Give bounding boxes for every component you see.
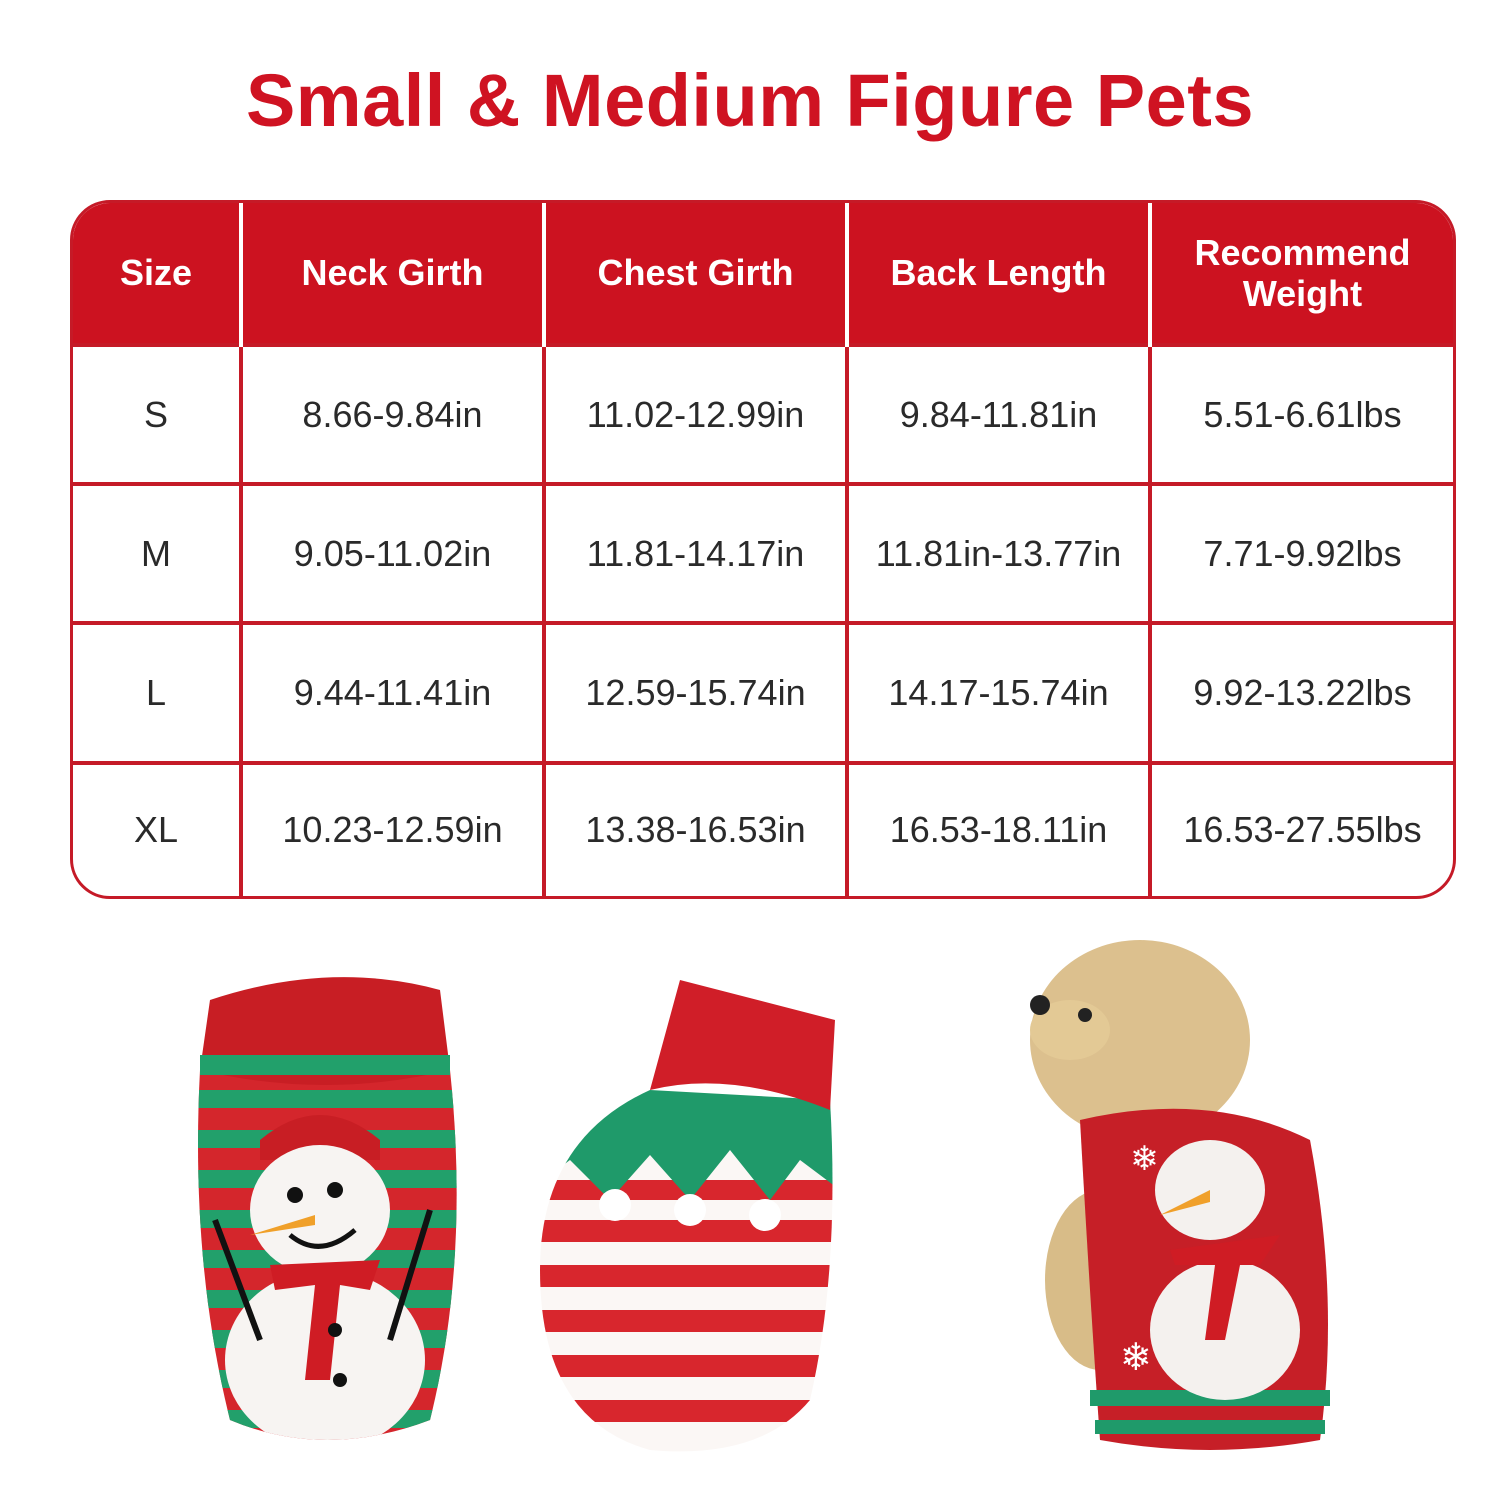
dog-in-sweater-image: ❄ ❄ <box>1030 940 1330 1450</box>
cell-recommend-weight: 7.71-9.92lbs <box>1150 482 1453 624</box>
size-chart-table: Size Neck Girth Chest Girth Back Length … <box>70 200 1456 899</box>
cell-recommend-weight: 16.53-27.55lbs <box>1150 760 1453 896</box>
table-row: M 9.05-11.02in 11.81-14.17in 11.81in-13.77i… <box>73 482 1453 624</box>
cell-back-length: 11.81in-13.77in <box>847 482 1152 624</box>
cell-neck-girth: 9.44-11.41in <box>241 621 546 763</box>
cell-size: L <box>73 621 243 763</box>
table-row: L 9.44-11.41in 12.59-15.74in 14.17-15.74in 9… <box>73 621 1453 763</box>
cell-chest-girth: 13.38-16.53in <box>544 760 849 896</box>
cell-chest-girth: 12.59-15.74in <box>544 621 849 763</box>
cell-back-length: 16.53-18.11in <box>847 760 1152 896</box>
cell-chest-girth: 11.81-14.17in <box>544 482 849 624</box>
table-row: XL 10.23-12.59in 13.38-16.53in 16.53-18.11i… <box>73 760 1453 896</box>
page-title: Small & Medium Figure Pets <box>245 59 1255 142</box>
cell-size: XL <box>73 760 243 896</box>
table-header-row: Size Neck Girth Chest Girth Back Length … <box>73 203 1453 345</box>
cell-size: M <box>73 482 243 624</box>
cell-recommend-weight: 5.51-6.61lbs <box>1150 342 1453 485</box>
cell-chest-girth: 11.02-12.99in <box>544 342 849 485</box>
cell-recommend-weight: 9.92-13.22lbs <box>1150 621 1453 763</box>
header-back-length: Back Length <box>847 203 1152 345</box>
table-row: S 8.66-9.84in 11.02-12.99in 9.84-11.81in 5.5… <box>73 342 1453 485</box>
cell-size: S <box>73 342 243 485</box>
snowman-sweater-image <box>198 977 457 1440</box>
striped-sweater-image <box>540 980 835 1452</box>
product-photos: ❄ ❄ <box>0 920 1500 1500</box>
header-neck-girth: Neck Girth <box>241 203 546 345</box>
cell-neck-girth: 10.23-12.59in <box>241 760 546 896</box>
header-chest-girth: Chest Girth <box>544 203 849 345</box>
cell-neck-girth: 9.05-11.02in <box>241 482 546 624</box>
cell-back-length: 14.17-15.74in <box>847 621 1152 763</box>
header-size: Size <box>73 203 243 345</box>
header-recommend-weight: Recommend Weight <box>1150 203 1453 345</box>
svg-text:❄: ❄ <box>1120 1335 1152 1379</box>
cell-back-length: 9.84-11.81in <box>847 342 1152 485</box>
svg-text:❄: ❄ <box>1130 1139 1159 1179</box>
cell-neck-girth: 8.66-9.84in <box>241 342 546 485</box>
